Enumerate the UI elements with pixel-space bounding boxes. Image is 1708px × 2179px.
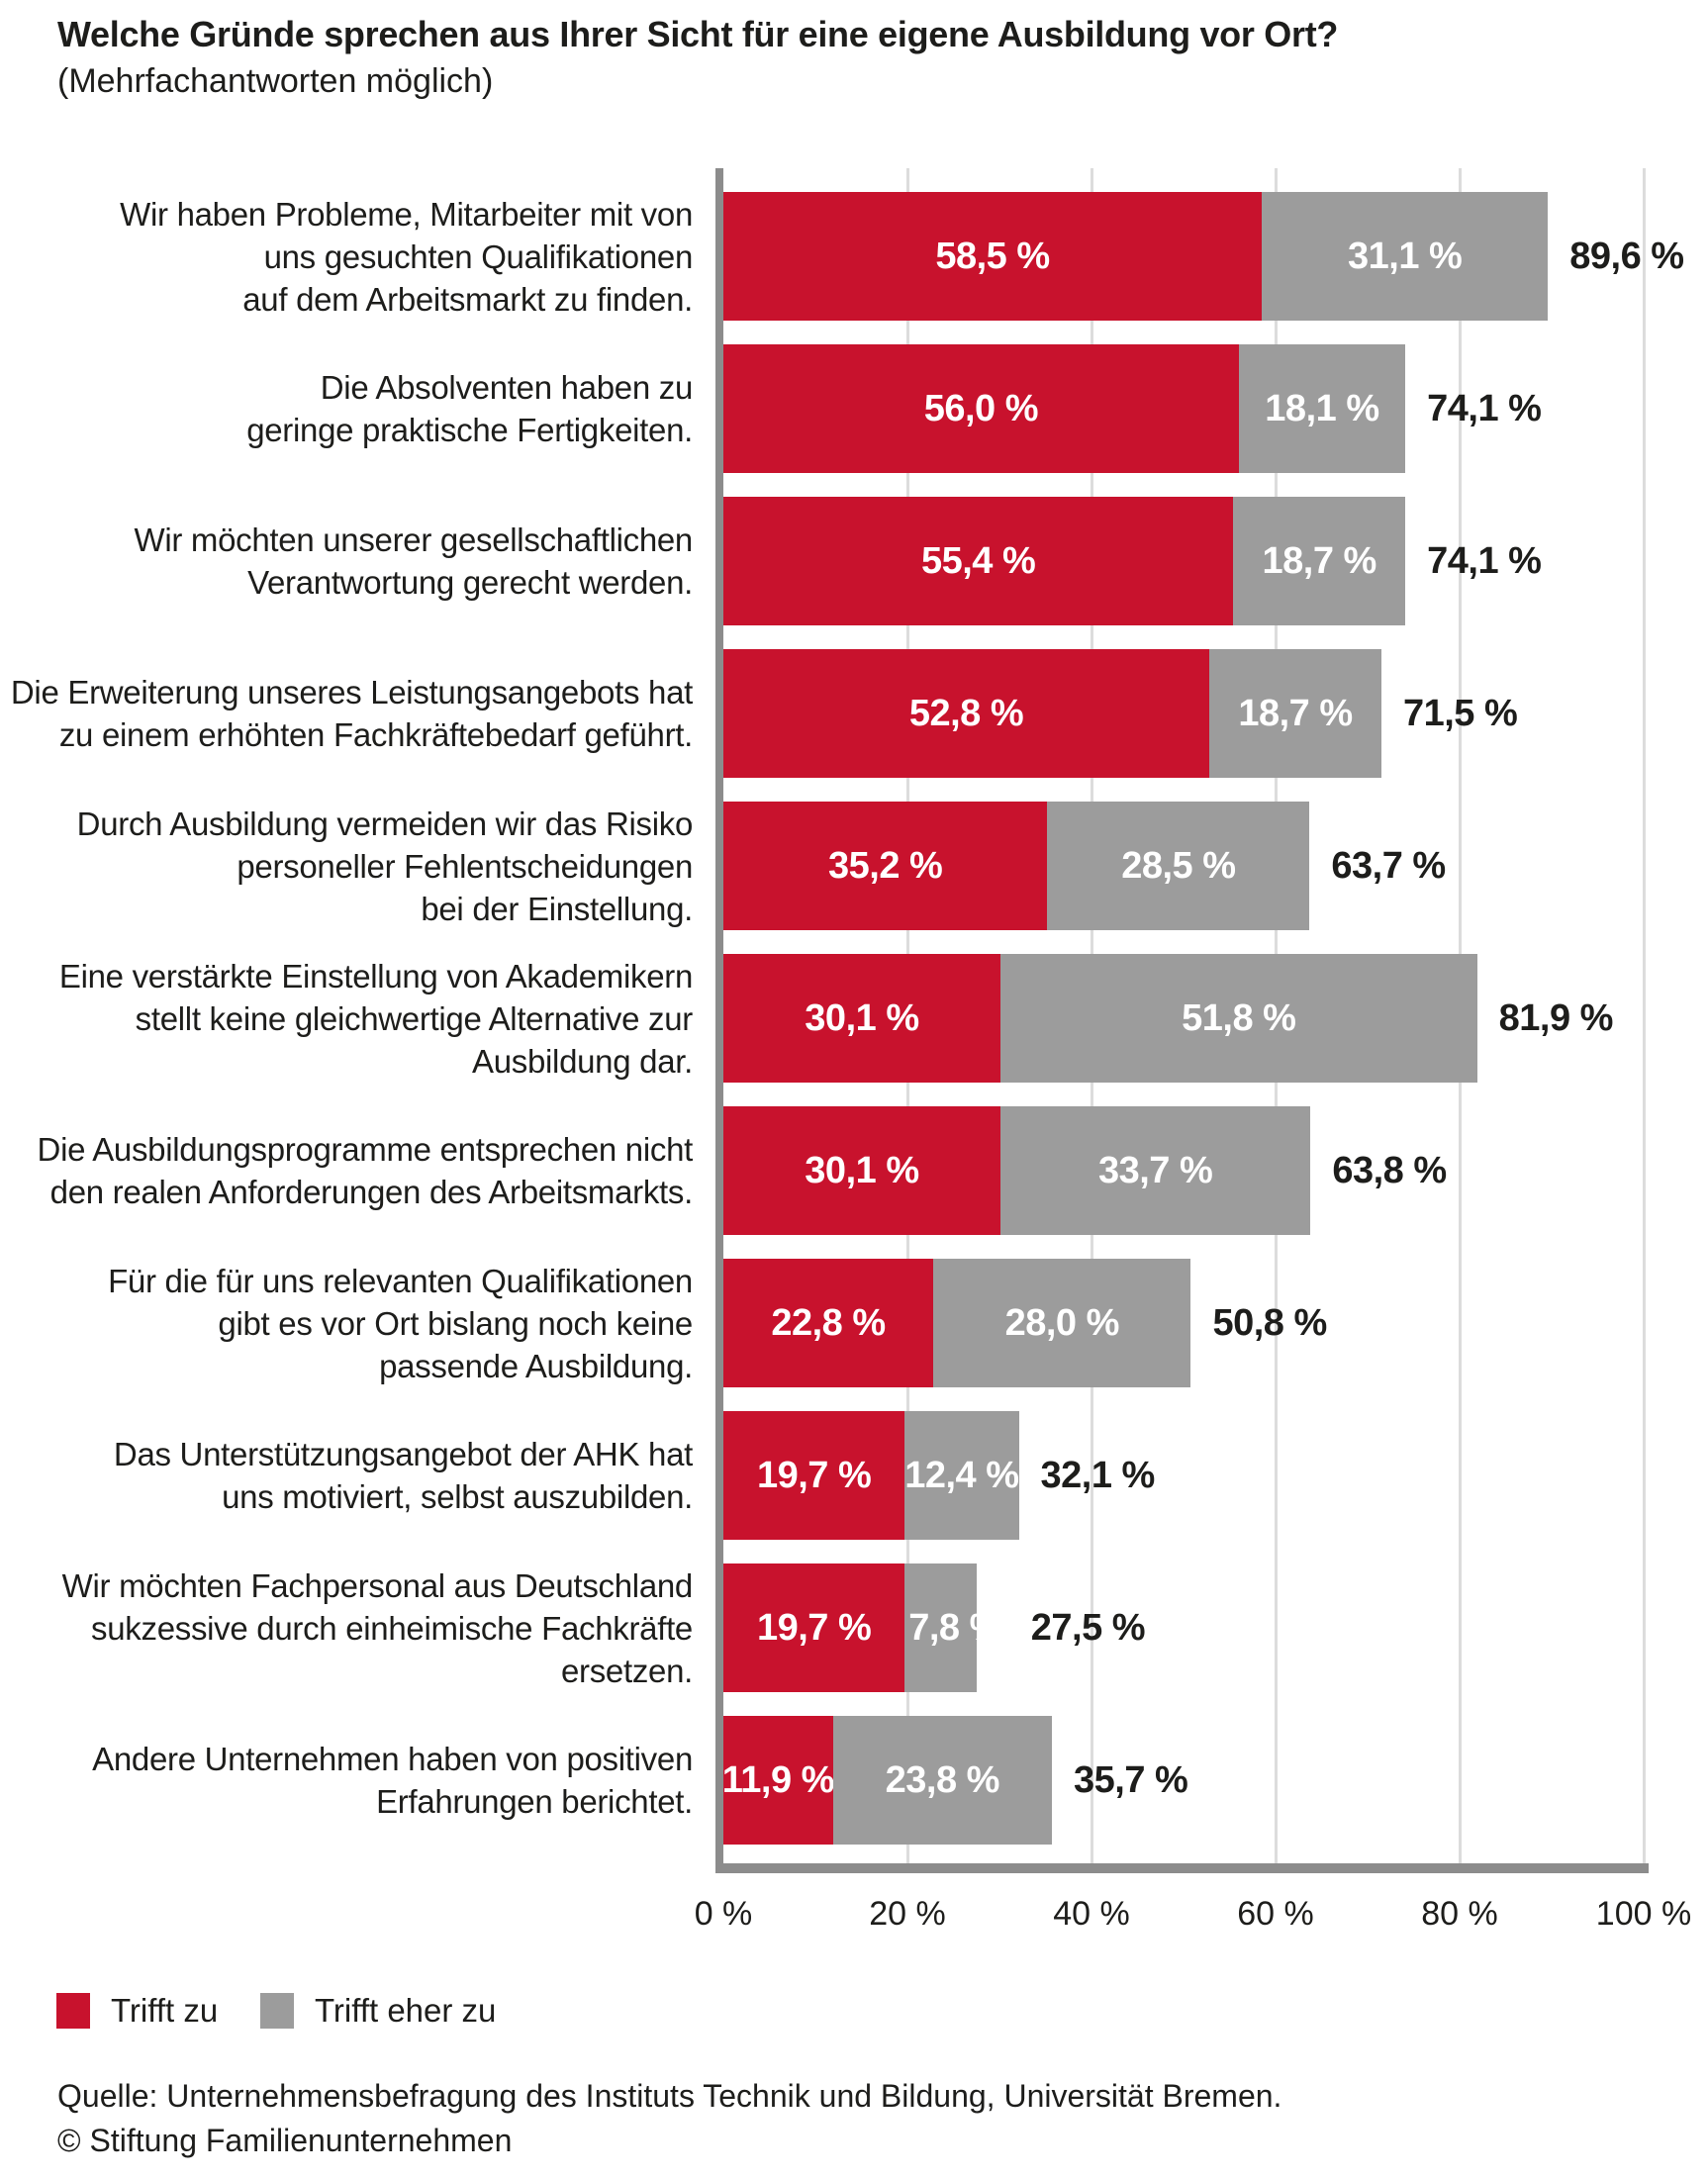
bar-total-label: 81,9 %: [1498, 996, 1614, 1039]
category-label: Die Ausbildungsprogramme entsprechen nic…: [37, 1131, 694, 1210]
legend-label: Trifft zu: [111, 1992, 219, 2029]
source-note: Quelle: Unternehmensbefragung des Instit…: [57, 2078, 1282, 2158]
legend-label: Trifft eher zu: [315, 1992, 497, 2029]
bar-segment-trifft-eher-zu: 33,7 %: [999, 1106, 1311, 1235]
x-axis-tick-label: 40 %: [1053, 1895, 1130, 1933]
bar-total-label: 71,5 %: [1402, 692, 1518, 734]
bar-segment-trifft-zu: 35,2 %: [723, 802, 1048, 930]
bar-segment-trifft-zu: 55,4 %: [723, 497, 1234, 625]
category-label: Die Absolventen haben zu geringe praktis…: [246, 369, 693, 448]
category-label: Wir möchten Fachpersonal aus Deutschland…: [61, 1566, 694, 1689]
bar-segment-trifft-zu: 52,8 %: [723, 649, 1210, 778]
category-label: Das Unterstützungsangebot der AHK hat un…: [113, 1436, 693, 1515]
bar-total-label: 74,1 %: [1427, 539, 1542, 582]
bar-value-label: 18,1 %: [1265, 387, 1379, 429]
bar-value-label: 58,5 %: [935, 235, 1050, 277]
bar-total-label: 50,8 %: [1212, 1301, 1327, 1344]
bar-row: Durch Ausbildung vermeiden wir das Risik…: [0, 802, 1708, 930]
bar-segment-trifft-zu: 30,1 %: [723, 954, 1000, 1083]
bar-value-label: 18,7 %: [1238, 692, 1353, 734]
bar-value-label: 19,7 %: [756, 1454, 872, 1496]
bar-total-label: 89,6 %: [1569, 235, 1684, 277]
bar-row: Die Ausbildungsprogramme entsprechen nic…: [0, 1106, 1708, 1235]
bar-segment-trifft-eher-zu: 51,8 %: [999, 954, 1477, 1083]
bar-value-label: 22,8 %: [771, 1301, 886, 1344]
bar-value-label: 23,8 %: [885, 1758, 1000, 1801]
legend-swatch-trifft-eher-zu: [260, 1993, 294, 2029]
plot-area: Wir haben Probleme, Mitarbeiter mit von …: [0, 168, 1708, 1873]
x-axis-tick-label: 20 %: [869, 1895, 946, 1933]
bar-segment-trifft-eher-zu: 12,4 %: [904, 1411, 1019, 1540]
bar-segment-trifft-eher-zu: 23,8 %: [832, 1716, 1052, 1845]
bar-value-label: 28,0 %: [1004, 1301, 1120, 1344]
bar-value-label: 11,9 %: [721, 1758, 835, 1801]
bar-segment-trifft-zu: 58,5 %: [723, 192, 1263, 321]
chart-subtitle: (Mehrfachantworten möglich): [57, 62, 494, 100]
gridline: [1643, 168, 1646, 1863]
bar-total-label: 74,1 %: [1427, 387, 1542, 429]
bar-segment-trifft-zu: 19,7 %: [723, 1563, 905, 1692]
bar-value-label: 55,4 %: [920, 539, 1036, 582]
category-label: Wir haben Probleme, Mitarbeiter mit von …: [120, 195, 693, 318]
bar-segment-trifft-zu: 11,9 %: [721, 1716, 835, 1845]
category-label: Wir möchten unserer gesellschaftlichen V…: [134, 521, 693, 601]
bar-row: Die Erweiterung unseres Leistungsangebot…: [0, 649, 1708, 778]
bar-segment-trifft-eher-zu: 28,5 %: [1047, 802, 1310, 930]
bar-segment-trifft-zu: 19,7 %: [723, 1411, 905, 1540]
legend-swatch-trifft-zu: [56, 1993, 90, 2029]
bar-total-label: 27,5 %: [1030, 1606, 1146, 1649]
bar-value-label: 12,4 %: [904, 1454, 1019, 1496]
bar-total-label: 35,7 %: [1074, 1758, 1188, 1801]
bar-row: Wir haben Probleme, Mitarbeiter mit von …: [0, 192, 1708, 321]
category-label: Eine verstärkte Einstellung von Akademik…: [58, 957, 693, 1080]
category-label: Andere Unternehmen haben von positiven E…: [92, 1741, 693, 1820]
bar-value-label: 33,7 %: [1097, 1149, 1213, 1191]
bar-row: Wir möchten unserer gesellschaftlichen V…: [0, 497, 1708, 625]
bar-row: Für die für uns relevanten Qualifikation…: [0, 1259, 1708, 1387]
bar-value-label: 18,7 %: [1262, 539, 1377, 582]
bar-row: Die Absolventen haben zu geringe praktis…: [0, 344, 1708, 473]
chart-title: Welche Gründe sprechen aus Ihrer Sicht f…: [57, 14, 1339, 54]
bar-segment-trifft-eher-zu: 18,7 %: [1233, 497, 1406, 625]
bar-value-label: 56,0 %: [923, 387, 1039, 429]
x-axis-line: [715, 1863, 1649, 1873]
category-label: Für die für uns relevanten Qualifikation…: [108, 1262, 693, 1384]
bar-segment-trifft-eher-zu: 18,7 %: [1209, 649, 1381, 778]
bar-segment-trifft-eher-zu: 31,1 %: [1262, 192, 1549, 321]
bar-value-label: 7,8 %: [908, 1606, 1002, 1649]
bar-segment-trifft-eher-zu: 28,0 %: [933, 1259, 1191, 1387]
bar-segment-trifft-eher-zu: 7,8 %: [904, 1563, 1002, 1692]
x-axis-tick-label: 80 %: [1421, 1895, 1498, 1933]
bar-value-label: 52,8 %: [908, 692, 1024, 734]
bar-segment-trifft-zu: 22,8 %: [723, 1259, 934, 1387]
bar-value-label: 19,7 %: [756, 1606, 872, 1649]
bar-row: Eine verstärkte Einstellung von Akademik…: [0, 954, 1708, 1083]
bar-total-label: 63,8 %: [1332, 1149, 1447, 1191]
bar-segment-trifft-zu: 56,0 %: [723, 344, 1239, 473]
bar-total-label: 32,1 %: [1040, 1454, 1156, 1496]
bar-row: Das Unterstützungsangebot der AHK hat un…: [0, 1411, 1708, 1540]
bar-value-label: 31,1 %: [1348, 235, 1463, 277]
bar-value-label: 51,8 %: [1182, 996, 1296, 1039]
y-axis-line: [715, 168, 723, 1873]
x-axis-tick-label: 100 %: [1595, 1895, 1692, 1933]
bar-segment-trifft-eher-zu: 18,1 %: [1238, 344, 1406, 473]
bar-value-label: 30,1 %: [805, 996, 919, 1039]
bar-value-label: 30,1 %: [805, 1149, 919, 1191]
bar-segment-trifft-zu: 30,1 %: [723, 1106, 1000, 1235]
category-label: Durch Ausbildung vermeiden wir das Risik…: [76, 805, 694, 927]
bar-total-label: 63,7 %: [1331, 844, 1446, 887]
category-label: Die Erweiterung unseres Leistungsangebot…: [10, 674, 693, 753]
bar-row: Andere Unternehmen haben von positiven E…: [0, 1716, 1708, 1845]
x-axis-tick-label: 60 %: [1237, 1895, 1314, 1933]
x-axis-tick-label: 0 %: [694, 1895, 753, 1933]
bar-value-label: 28,5 %: [1121, 844, 1236, 887]
bar-value-label: 35,2 %: [828, 844, 943, 887]
bar-row: Wir möchten Fachpersonal aus Deutschland…: [0, 1563, 1708, 1692]
